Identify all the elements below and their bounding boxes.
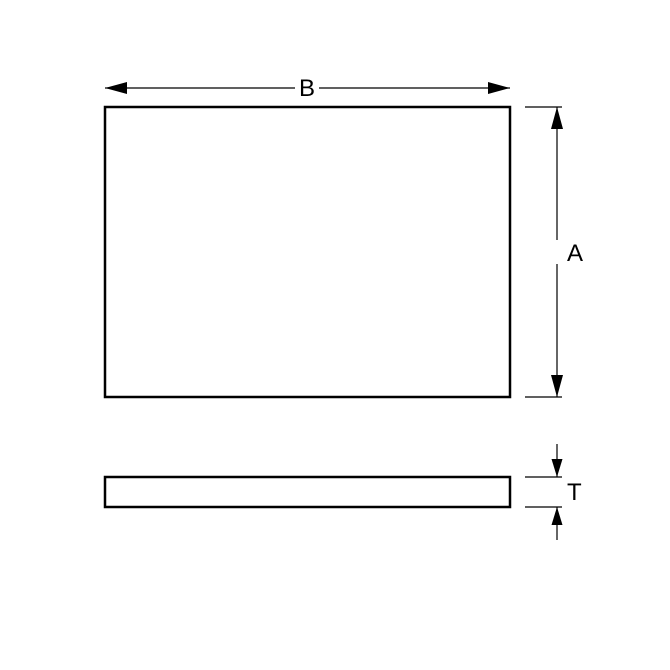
dim-b-arrow-right bbox=[488, 82, 510, 94]
plate-top-view bbox=[105, 107, 510, 397]
dim-t-arrow-top bbox=[552, 459, 563, 477]
dim-t-arrow-bottom bbox=[552, 507, 563, 525]
plate-edge-view bbox=[105, 477, 510, 507]
dim-t-label: T bbox=[567, 479, 582, 506]
dim-a-label: A bbox=[567, 240, 583, 267]
dim-a-arrow-bottom bbox=[551, 375, 563, 397]
dim-b-arrow-left bbox=[105, 82, 127, 94]
dim-b-label: B bbox=[299, 75, 315, 102]
dim-a-arrow-top bbox=[551, 107, 563, 129]
